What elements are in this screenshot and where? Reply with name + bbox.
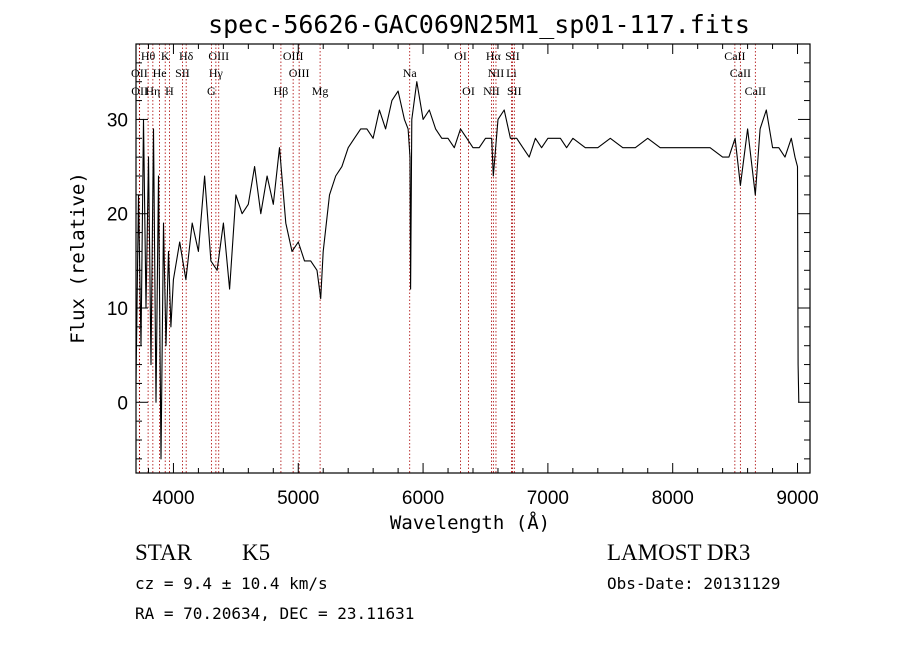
series-layer [135,81,800,460]
line-marker-label-23: Mg [312,84,329,98]
plot-frame [135,43,811,474]
line-marker-label-21: G [207,84,216,98]
survey-name: LAMOST DR3 [607,540,750,565]
line-marker-label-27: CaII [745,84,766,98]
spectrum-line-0 [135,81,800,460]
line-marker-label-10: He [153,66,167,80]
x-tick-label-4: 8000 [652,488,694,509]
line-marker-label-20: H [165,84,174,98]
tick-layer: 4000 5000 6000 7000 8000 9000 0 10 20 30 [107,44,819,509]
line-marker-label-16: Na [403,66,418,80]
y-tick-label-0: 0 [117,393,128,414]
line-marker-label-15: Li [506,66,517,80]
line-marker-label-14: NII [488,66,505,80]
coordinates: RA = 70.20634, DEC = 23.11631 [135,604,414,623]
x-tick-label-0: 4000 [152,488,194,509]
line-marker-label-19: Hη [145,84,160,98]
y-axis-label: Flux (relative) [67,172,89,344]
line-marker-label-5: OI [454,49,467,63]
line-marker-label-0: Hθ [141,49,156,63]
line-marker-label-26: SII [507,84,522,98]
y-tick-label-2: 20 [107,205,128,226]
line-marker-label-12: Hγ [209,66,224,80]
object-class: STAR [135,540,193,565]
line-marker-label-13: OIII [289,66,310,80]
chart-title: spec-56626-GAC069N25M1_sp01-117.fits [208,10,750,39]
y-tick-label-3: 30 [107,110,128,131]
line-marker-label-7: SII [505,49,520,63]
x-axis-label: Wavelength (Å) [390,511,550,534]
redshift-value: cz = 9.4 ± 10.4 km/s [135,574,328,593]
observation-date: Obs-Date: 20131129 [607,574,780,593]
line-marker-label-25: NII [483,84,500,98]
line-marker-label-3: OIII [208,49,229,63]
line-marker-label-17: CaII [730,66,751,80]
object-subclass: K5 [242,540,270,565]
x-tick-label-1: 5000 [277,488,319,509]
y-tick-label-1: 10 [107,299,128,320]
line-marker-label-1: K [161,49,170,63]
x-tick-label-3: 7000 [527,488,569,509]
x-tick-label-2: 6000 [402,488,444,509]
line-marker-label-6: Hα [486,49,502,63]
line-marker-label-8: CaII [724,49,745,63]
line-marker-label-22: Hβ [274,84,289,98]
line-marker-label-11: SII [175,66,190,80]
line-marker-label-24: OI [462,84,475,98]
x-tick-label-5: 9000 [776,488,818,509]
line-marker-label-2: Hδ [179,49,194,63]
line-marker-label-4: OIII [283,49,304,63]
